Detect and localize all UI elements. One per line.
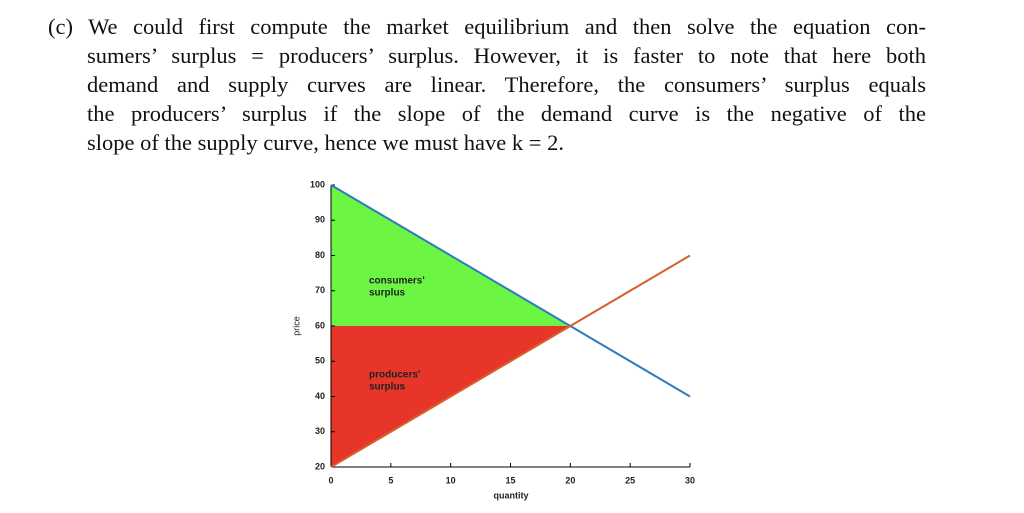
text-line: (c) We could first compute the market eq… [48, 14, 926, 39]
area-label: surplus [369, 382, 406, 393]
x-tick-label: 25 [625, 475, 635, 485]
text-line: demand and supply curves are linear. The… [87, 72, 926, 97]
x-tick-label: 20 [565, 475, 575, 485]
y-tick-label: 60 [315, 320, 325, 330]
text-line: slope of the supply curve, hence we must… [87, 130, 564, 155]
text-line: sumers’ surplus = producers’ surplus. Ho… [87, 43, 926, 68]
y-tick-label: 70 [315, 285, 325, 295]
x-tick-label: 0 [328, 475, 333, 485]
x-tick-label: 30 [685, 475, 695, 485]
y-tick-label: 90 [315, 215, 325, 225]
y-tick-label: 30 [315, 426, 325, 436]
text-line: the producers’ surplus if the slope of t… [87, 101, 926, 126]
y-tick-label: 50 [315, 356, 325, 366]
x-axis-label: quantity [494, 490, 529, 500]
x-tick-label: 5 [388, 475, 393, 485]
area-label: consumers' [369, 276, 425, 287]
x-tick-label: 10 [446, 475, 456, 485]
series-line [330, 254, 691, 468]
x-tick-label: 15 [505, 475, 515, 485]
y-tick-label: 40 [315, 391, 325, 401]
area-label: surplus [369, 288, 406, 299]
y-tick-label: 20 [315, 461, 325, 471]
area-label: producers' [369, 370, 420, 381]
y-tick-label: 80 [315, 250, 325, 260]
y-axis-label: price [291, 316, 301, 336]
y-tick-label: 100 [310, 179, 325, 189]
series-line [330, 184, 691, 398]
